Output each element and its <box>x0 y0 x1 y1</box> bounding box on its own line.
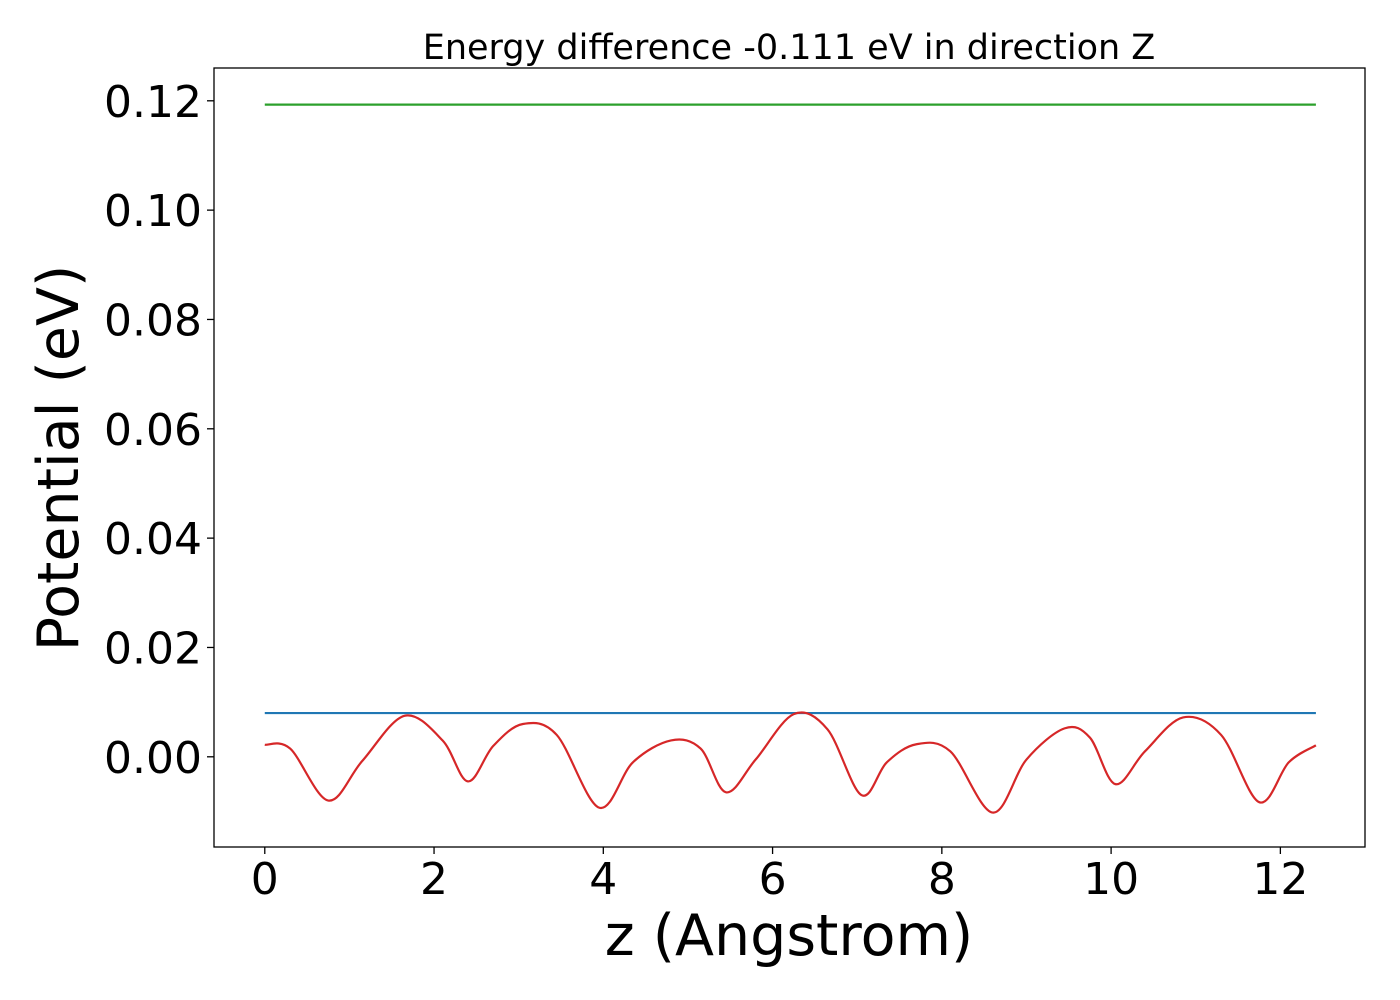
chart-title: Energy difference -0.111 eV in direction… <box>423 28 1156 68</box>
y-tick-label: 0.08 <box>104 295 202 346</box>
y-tick-label: 0.10 <box>104 186 202 237</box>
y-tick-label: 0.04 <box>104 514 202 565</box>
y-axis-label: Potential (eV) <box>26 265 92 651</box>
y-tick-label: 0.06 <box>104 405 202 456</box>
x-tick-label: 2 <box>420 854 448 905</box>
x-tick-label: 10 <box>1083 854 1139 905</box>
y-axis: 0.00 0.02 0.04 0.06 0.08 0.10 0.12 <box>104 77 214 784</box>
y-tick-label: 0.12 <box>104 77 202 128</box>
x-tick-label: 6 <box>759 854 787 905</box>
x-axis-label: z (Angstrom) <box>605 903 973 969</box>
x-tick-label: 4 <box>589 854 617 905</box>
x-axis: 0 2 4 6 8 10 12 <box>251 847 1308 905</box>
x-tick-label: 12 <box>1252 854 1308 905</box>
x-tick-label: 8 <box>928 854 956 905</box>
plot-frame <box>213 67 1366 848</box>
y-tick-label: 0.00 <box>104 733 202 784</box>
y-tick-label: 0.02 <box>104 623 202 674</box>
series-layer <box>264 103 1317 814</box>
x-tick-label: 0 <box>251 854 279 905</box>
series-line-3 <box>264 711 1317 814</box>
